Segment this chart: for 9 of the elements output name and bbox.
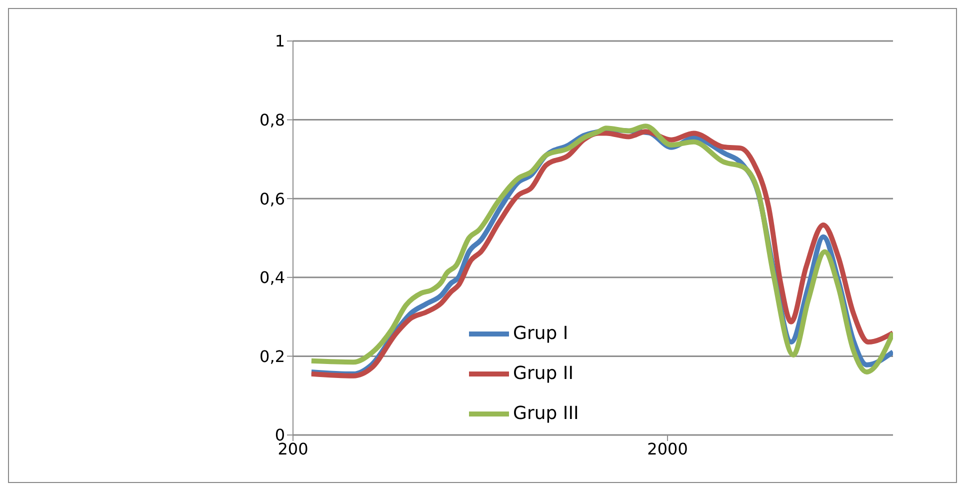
y-tick-label: 0,2: [260, 346, 285, 366]
y-tick-label: 0,4: [260, 268, 285, 288]
legend-label: Grup II: [513, 363, 574, 384]
y-tick-label: 0,6: [260, 189, 285, 208]
y-tick-label: 1: [274, 32, 285, 51]
legend-label: Grup I: [513, 323, 568, 344]
legend-label: Grup III: [513, 403, 579, 424]
x-tick-label: 2000: [647, 439, 688, 458]
y-tick-label: 0,8: [260, 110, 285, 130]
